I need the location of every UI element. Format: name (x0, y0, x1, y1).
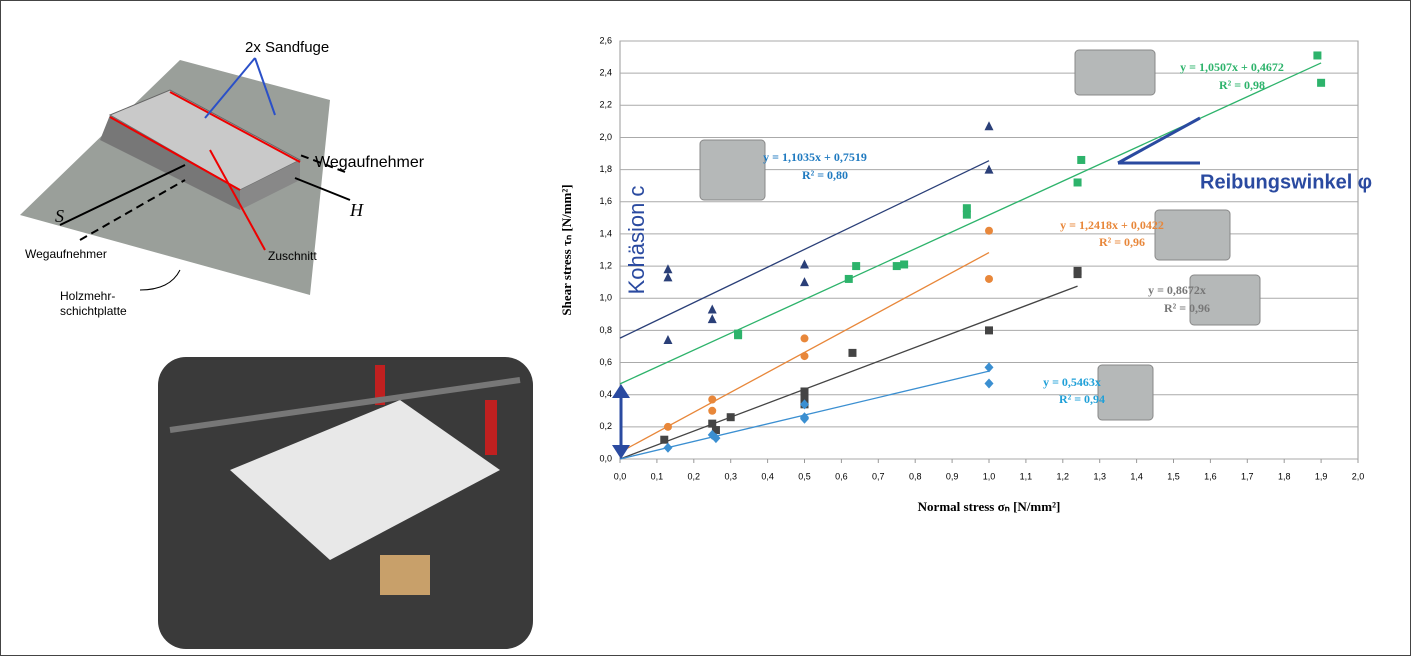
point (801, 334, 809, 342)
product-image (1075, 50, 1155, 95)
x-tick-label: 0,7 (872, 471, 885, 481)
annotation: Kohäsion c (624, 186, 649, 295)
label: Wegaufnehmer (315, 154, 425, 171)
x-tick-label: 2,0 (1352, 471, 1365, 481)
y-tick-label: 2,2 (599, 100, 612, 110)
x-tick-label: 1,2 (1057, 471, 1070, 481)
x-tick-label: 1,7 (1241, 471, 1254, 481)
r-squared: R² = 0,98 (1219, 78, 1265, 92)
x-tick-label: 1,3 (1093, 471, 1106, 481)
y-tick-label: 2,0 (599, 132, 612, 142)
x-tick-label: 0,0 (614, 471, 627, 481)
y-tick-label: 0,2 (599, 421, 612, 431)
x-axis-label: Normal stress σₙ [N/mm²] (918, 499, 1061, 514)
x-tick-label: 1,0 (983, 471, 996, 481)
label: schichtplatte (60, 304, 127, 318)
x-tick-label: 1,8 (1278, 471, 1291, 481)
label: H (349, 200, 364, 220)
x-tick-label: 1,1 (1020, 471, 1033, 481)
equation: y = 1,0507x + 0,4672 (1180, 60, 1284, 74)
point (734, 330, 742, 338)
point (1313, 51, 1321, 59)
label: Zuschnitt (268, 249, 317, 263)
point (1074, 178, 1082, 186)
x-tick-label: 1,9 (1315, 471, 1328, 481)
y-tick-label: 1,0 (599, 293, 612, 303)
label: Holzmehr- (60, 289, 115, 303)
y-tick-label: 0,6 (599, 357, 612, 367)
r-squared: R² = 0,96 (1099, 235, 1145, 249)
point (1077, 156, 1085, 164)
point (660, 436, 668, 444)
photo (158, 357, 533, 649)
point (727, 413, 735, 421)
product-image (1155, 210, 1230, 260)
chart: 0,0 0,2 0,4 0,6 0,8 1,0 1,2 1,4 1,6 1,8 2,0 2,2 2,4 2… (559, 35, 1372, 514)
point (985, 227, 993, 235)
x-tick-label: 0,1 (651, 471, 664, 481)
equation: y = 1,1035x + 0,7519 (763, 150, 867, 164)
y-tick-label: 0,0 (599, 453, 612, 463)
point (852, 262, 860, 270)
y-tick-label: 1,2 (599, 260, 612, 270)
x-tick-label: 1,6 (1204, 471, 1217, 481)
x-tick-label: 0,6 (835, 471, 848, 481)
x-tick-label: 0,2 (688, 471, 701, 481)
y-tick-label: 1,6 (599, 196, 612, 206)
point (708, 396, 716, 404)
product-image (700, 140, 765, 200)
r-squared: R² = 0,94 (1059, 392, 1105, 406)
point (985, 326, 993, 334)
point (1317, 79, 1325, 87)
x-tick-label: 0,5 (798, 471, 811, 481)
y-tick-label: 2,6 (599, 35, 612, 45)
point (845, 275, 853, 283)
point (664, 423, 672, 431)
y-tick-label: 0,4 (599, 389, 612, 399)
point (848, 349, 856, 357)
x-tick-label: 0,4 (761, 471, 774, 481)
point (900, 260, 908, 268)
equation: y = 1,2418x + 0,0422 (1060, 218, 1164, 232)
y-tick-label: 1,4 (599, 228, 612, 238)
r-squared: R² = 0,96 (1164, 301, 1210, 315)
equation: y = 0,8672x (1148, 283, 1206, 297)
point (708, 407, 716, 415)
point (985, 275, 993, 283)
point (893, 262, 901, 270)
x-tick-label: 0,9 (946, 471, 959, 481)
y-tick-label: 0,8 (599, 325, 612, 335)
point (1074, 267, 1082, 275)
product-image (1098, 365, 1153, 420)
x-tick-label: 0,3 (724, 471, 737, 481)
point (801, 352, 809, 360)
y-tick-label: 2,4 (599, 68, 612, 78)
annotation: Reibungswinkel φ (1200, 171, 1372, 193)
x-tick-label: 1,4 (1130, 471, 1143, 481)
point (963, 204, 971, 212)
x-tick-label: 1,5 (1167, 471, 1180, 481)
figure: 2x Sandfuge Wegaufnehmer S H Wegaufnehme… (0, 0, 1411, 656)
label: S (55, 206, 64, 226)
label: Wegaufnehmer (25, 247, 107, 261)
y-tick-label: 1,8 (599, 164, 612, 174)
plot-area (620, 41, 1358, 459)
clamp (485, 400, 497, 455)
equation: y = 0,5463x (1043, 375, 1101, 389)
y-axis-label: Shear stress τₙ [N/mm²] (559, 184, 574, 315)
r-squared: R² = 0,80 (802, 168, 848, 182)
x-tick-label: 0,8 (909, 471, 922, 481)
block (380, 555, 430, 595)
label: 2x Sandfuge (245, 39, 329, 56)
